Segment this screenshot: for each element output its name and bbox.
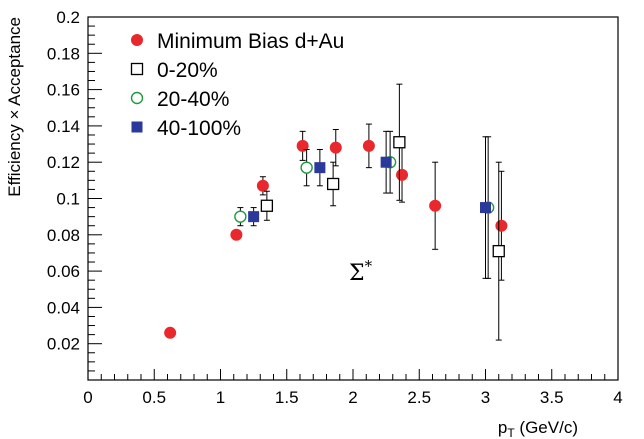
data-point-series-3-point-1 [314,162,326,174]
data-point-series-0-point-8 [495,219,508,232]
data-point-series-0-point-4 [329,141,342,154]
x-tick-label-0: 0 [83,388,92,407]
x-tick-label-8: 4 [613,388,622,407]
x-tick-label-6: 3 [481,388,490,407]
y-tick-label-8: 0.18 [47,44,80,63]
data-point-series-0-point-0 [164,326,177,339]
data-point-series-0-point-2 [256,179,269,192]
legend-marker-3 [131,121,143,133]
x-tick-label-2: 1 [216,388,225,407]
data-point-series-0-point-5 [362,139,375,152]
x-axis-title-rest: (GeV/c) [515,418,578,437]
legend-marker-0 [131,34,143,46]
sigma-star-annotation: Σ* [349,257,373,286]
data-point-series-0-point-6 [396,168,409,181]
y-tick-label-2: 0.06 [47,262,80,281]
annotation-sup: * [365,257,373,275]
x-tick-label-3: 1.5 [275,388,299,407]
data-point-series-0-point-3 [296,139,309,152]
y-tick-label-9: 0.2 [56,8,80,27]
marks-group [164,83,508,341]
y-tick-label-7: 0.16 [47,81,80,100]
data-point-series-1-point-2 [393,136,406,149]
x-tick-label-5: 2.5 [407,388,431,407]
y-tick-label-5: 0.12 [47,153,80,172]
legend-label-3: 40-100% [157,117,241,140]
y-axis-title: Efficiency × Acceptance [5,17,24,197]
annotation-main: Σ [349,261,365,286]
legend-marker-1 [130,62,144,76]
data-point-series-3-point-0 [248,211,260,223]
y-tick-label-0: 0.02 [47,335,80,354]
y-tick-label-4: 0.1 [56,190,80,209]
y-tick-label-6: 0.14 [47,117,80,136]
y-tick-label-3: 0.08 [47,226,80,245]
x-tick-label-7: 3.5 [540,388,564,407]
data-point-series-0-point-1 [230,228,243,241]
legend-label-2: 20-40% [157,88,229,111]
x-tick-label-1: 0.5 [142,388,166,407]
legend-marker-2 [130,91,144,105]
data-point-series-2-point-0 [234,210,247,223]
legend-label-0: Minimum Bias d+Au [157,30,344,53]
x-axis-title: pT (GeV/c) [498,418,578,439]
y-tick-label-1: 0.04 [47,298,80,317]
data-point-series-1-point-0 [260,199,274,212]
x-axis-title-main: p [498,418,507,437]
x-tick-label-4: 2 [348,388,357,407]
data-point-series-2-point-1 [300,161,313,174]
data-point-series-3-point-3 [480,202,491,214]
legend-label-1: 0-20% [157,59,218,82]
data-point-series-3-point-2 [380,156,392,168]
data-point-series-1-point-3 [492,244,505,258]
legend: Minimum Bias d+Au 0-20% 20-40% 40-100% [130,30,344,140]
data-point-series-1-point-1 [326,177,340,191]
data-point-series-0-point-7 [429,199,442,212]
axes-group: 0 0.5 1 1.5 2 2.5 3 3.5 4 0.02 0.04 0.06 0.08 0.1 0.12… [47,8,623,407]
x-axis-title-sub: T [507,426,515,439]
